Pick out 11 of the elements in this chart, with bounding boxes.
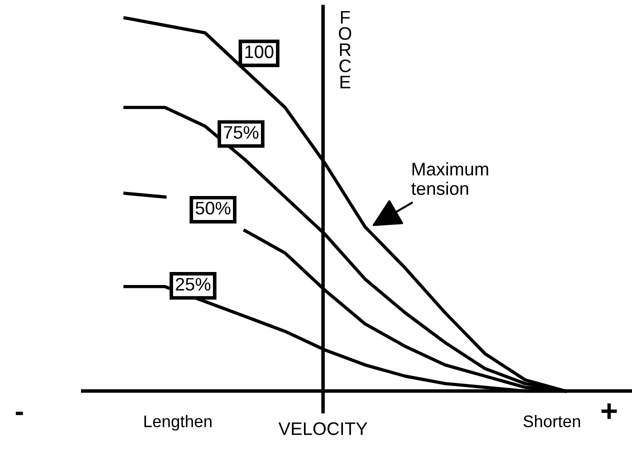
text: Shorten bbox=[523, 414, 580, 428]
x-axis-title: VELOCITY bbox=[278, 422, 368, 436]
series-label: 100 bbox=[245, 45, 274, 58]
series-label: 25% bbox=[176, 278, 210, 291]
y-axis-title: FORCE bbox=[338, 11, 352, 88]
text: + bbox=[601, 403, 617, 419]
text: - bbox=[16, 412, 23, 416]
series-label: 50% bbox=[196, 202, 230, 215]
series-label: 75% bbox=[224, 126, 258, 139]
annotation: Maximum tension bbox=[411, 162, 488, 195]
text: Lengthen bbox=[144, 414, 212, 431]
